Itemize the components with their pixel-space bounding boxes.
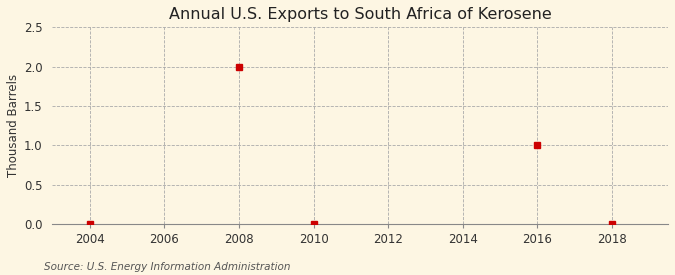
Text: Source: U.S. Energy Information Administration: Source: U.S. Energy Information Administ…: [44, 262, 290, 272]
Title: Annual U.S. Exports to South Africa of Kerosene: Annual U.S. Exports to South Africa of K…: [169, 7, 551, 22]
Y-axis label: Thousand Barrels: Thousand Barrels: [7, 74, 20, 177]
